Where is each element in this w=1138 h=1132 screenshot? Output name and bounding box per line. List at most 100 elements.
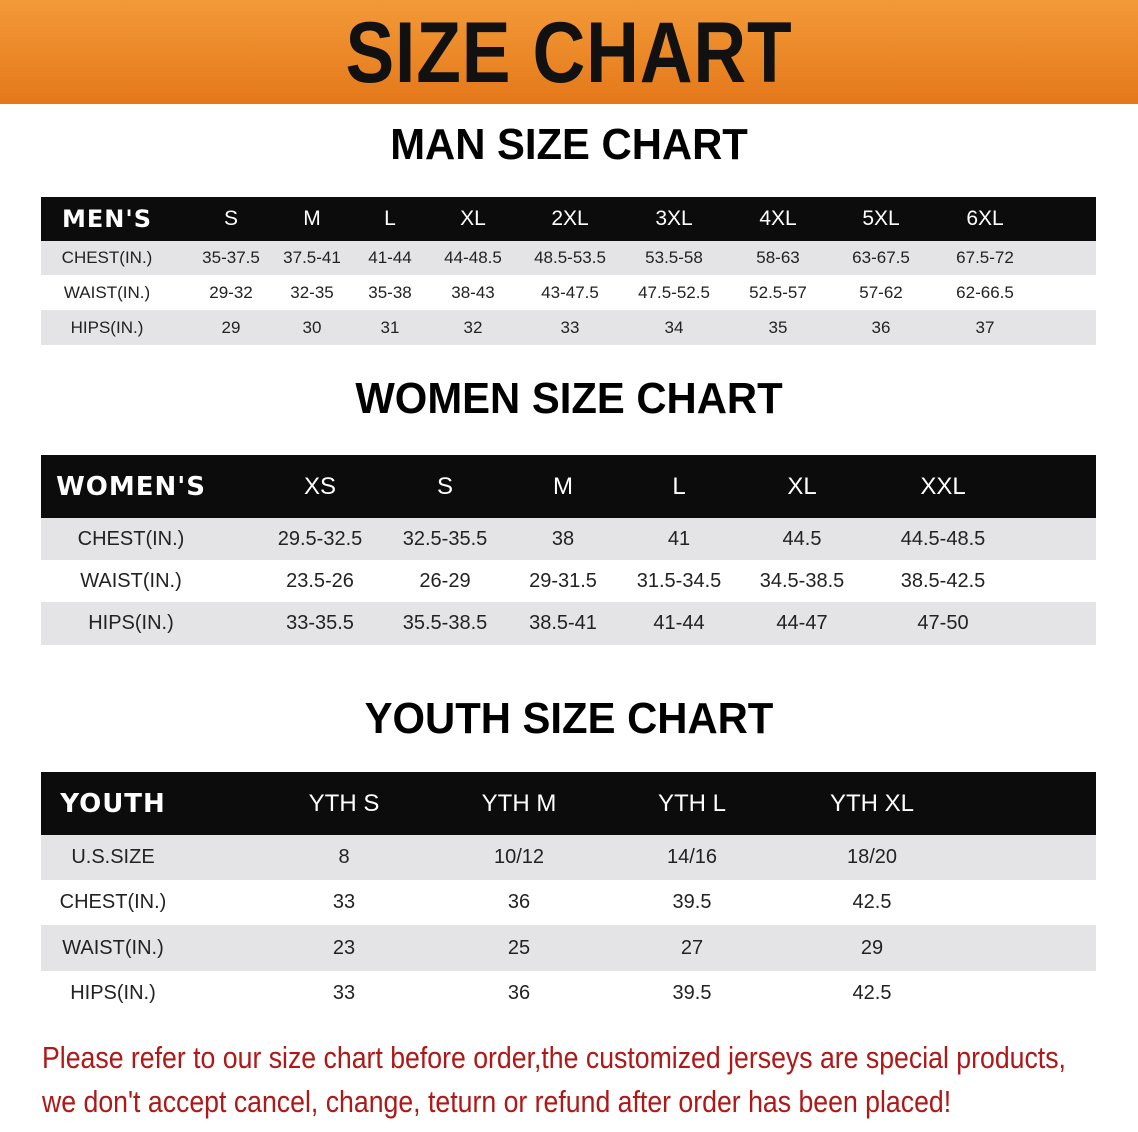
measurement-value: 48.5-53.5	[534, 248, 606, 267]
size-column-header: XL	[787, 472, 817, 500]
measurement-value: 58-63	[756, 248, 800, 267]
measurement-value: 29	[221, 317, 241, 337]
men-table-label: MEN'S	[62, 205, 152, 233]
size-column-header: 3XL	[655, 207, 693, 230]
measurement-value: 34	[664, 317, 684, 337]
measurement-value: 39.5	[672, 982, 712, 1004]
policy-note-line-1: Please refer to our size chart before or…	[42, 1040, 1066, 1075]
measurement-value: 38	[551, 527, 575, 550]
measurement-value: 38.5-42.5	[900, 569, 986, 592]
men-header-row: MEN'S S M L XL 2XL 3XL 4XL 5XL 6XL	[41, 197, 1096, 241]
women-table-label: WOMEN'S	[56, 471, 206, 502]
youth-header-row: YOUTH YTH S YTH M YTH L YTH XL	[41, 772, 1096, 835]
measurement-value: 29-31.5	[529, 569, 597, 592]
measurement-value: 41-44	[653, 612, 705, 634]
measurement-value: 41-44	[368, 248, 412, 267]
measurement-value: 32	[463, 317, 483, 337]
measurement-value: 67.5-72	[956, 248, 1014, 267]
measurement-value: 29-32	[209, 282, 253, 302]
measurement-value: 25	[507, 936, 531, 959]
measurement-value: 52.5-57	[749, 282, 807, 302]
measurement-value: 35-37.5	[202, 248, 260, 267]
policy-note-line-2: we don't accept cancel, change, teturn o…	[42, 1084, 952, 1119]
measurement-value: 26-29	[419, 569, 471, 592]
measurement-value: 44-47	[776, 612, 828, 634]
measurement-value: 43-47.5	[541, 282, 599, 302]
measurement-label: CHEST(IN.)	[61, 248, 153, 267]
size-column-header: YTH XL	[829, 789, 915, 817]
measurement-value: 14/16	[666, 846, 718, 868]
measurement-value: 53.5-58	[645, 248, 703, 267]
measurement-value: 27	[680, 936, 704, 959]
measurement-label: HIPS(IN.)	[70, 317, 144, 337]
measurement-value: 44.5	[782, 527, 822, 550]
measurement-label: WAIST(IN.)	[62, 936, 164, 959]
measurement-value: 23.5-26	[286, 569, 354, 592]
size-column-header: 2XL	[551, 207, 589, 230]
measurement-value: 29	[860, 936, 884, 959]
size-column-header: XL	[460, 207, 486, 230]
women-header-row: WOMEN'S XS S M L XL XXL	[41, 455, 1096, 518]
size-column-header: M	[553, 472, 573, 500]
size-column-header: YTH M	[481, 789, 557, 817]
measurement-value: 63-67.5	[852, 248, 910, 267]
table-row: CHEST(IN.) 29.5-32.5 32.5-35.5 38 41 44.5 44.5…	[41, 518, 1096, 560]
size-column-header: M	[303, 207, 321, 230]
measurement-value: 57-62	[859, 282, 903, 302]
table-row: WAIST(IN.) 23.5-26 26-29 29-31.5 31.5-34.5 34…	[41, 560, 1096, 602]
size-column-header: L	[384, 207, 396, 230]
table-row: CHEST(IN.) 33 36 39.5 42.5	[41, 880, 1096, 925]
size-column-header: YTH S	[308, 789, 380, 817]
table-row: HIPS(IN.) 33-35.5 35.5-38.5 38.5-41 41-44 44-…	[41, 602, 1096, 645]
measurement-value: 31.5-34.5	[636, 569, 722, 592]
measurement-value: 37.5-41	[283, 248, 341, 267]
size-column-header: XXL	[920, 472, 966, 500]
banner: SIZE CHART	[0, 0, 1138, 104]
youth-table-label: YOUTH	[60, 788, 166, 819]
women-section-title: WOMEN SIZE CHART	[355, 374, 783, 423]
size-column-header: XS	[303, 472, 337, 500]
measurement-value: 18/20	[846, 846, 898, 868]
measurement-value: 47.5-52.5	[638, 282, 710, 302]
youth-section-title: YOUTH SIZE CHART	[364, 694, 774, 743]
measurement-value: 36	[507, 891, 531, 913]
measurement-label: CHEST(IN.)	[77, 527, 185, 550]
measurement-value: 33-35.5	[286, 612, 354, 634]
size-column-header: 6XL	[966, 207, 1004, 230]
measurement-value: 36	[507, 982, 531, 1004]
measurement-value: 38.5-41	[529, 612, 597, 634]
measurement-value: 32-35	[290, 282, 334, 302]
measurement-label: HIPS(IN.)	[70, 982, 156, 1004]
measurement-value: 29.5-32.5	[277, 527, 363, 550]
measurement-value: 32.5-35.5	[402, 527, 488, 550]
measurement-value: 35-38	[368, 282, 412, 302]
measurement-label: HIPS(IN.)	[88, 612, 174, 634]
size-column-header: YTH L	[657, 789, 727, 817]
table-row: CHEST(IN.) 35-37.5 37.5-41 41-44 44-48.5 48.5…	[41, 241, 1096, 275]
measurement-value: 42.5	[852, 891, 892, 913]
measurement-value: 33	[560, 317, 580, 337]
measurement-label: U.S.SIZE	[71, 846, 155, 868]
measurement-value: 33	[332, 982, 356, 1004]
measurement-value: 10/12	[493, 846, 545, 868]
measurement-label: WAIST(IN.)	[63, 282, 151, 302]
measurement-value: 30	[302, 317, 322, 337]
men-section-title: MAN SIZE CHART	[390, 120, 748, 169]
size-column-header: S	[223, 207, 239, 230]
measurement-value: 41	[667, 527, 691, 550]
measurement-value: 34.5-38.5	[759, 569, 845, 592]
size-column-header: 4XL	[759, 207, 797, 230]
measurement-value: 35	[768, 317, 788, 337]
measurement-value: 23	[332, 936, 356, 959]
measurement-value: 47-50	[917, 612, 969, 634]
measurement-value: 33	[332, 891, 356, 913]
table-row: HIPS(IN.) 33 36 39.5 42.5	[41, 971, 1096, 1016]
size-column-header: S	[436, 472, 454, 500]
measurement-value: 39.5	[672, 891, 712, 913]
measurement-value: 37	[975, 317, 995, 337]
measurement-value: 35.5-38.5	[402, 612, 488, 634]
size-column-header: 5XL	[862, 207, 900, 230]
measurement-value: 44.5-48.5	[900, 527, 986, 550]
measurement-value: 42.5	[852, 982, 892, 1004]
measurement-value: 8	[338, 846, 350, 868]
